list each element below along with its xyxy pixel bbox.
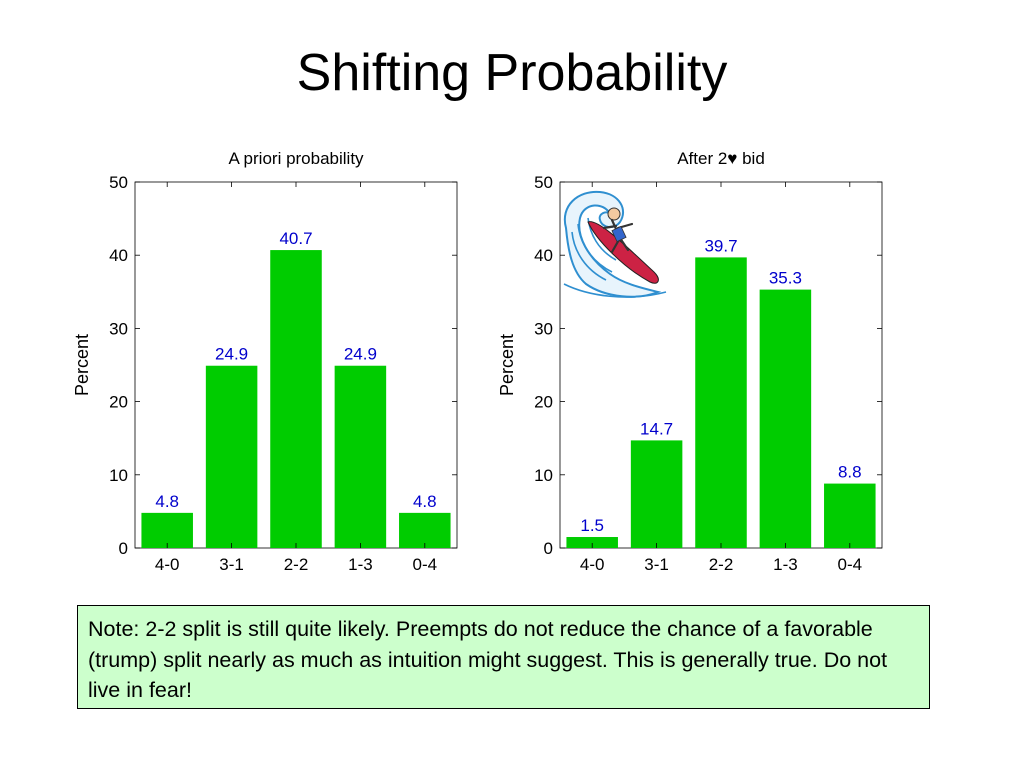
chart1-ytick-label: 0 — [119, 539, 128, 558]
chart1-data-label: 4.8 — [155, 492, 179, 511]
wave-base — [563, 283, 667, 298]
slide-title: Shifting Probability — [296, 44, 728, 102]
chart2-ytick-label: 10 — [534, 466, 553, 485]
chart2-ytick-label: 50 — [534, 173, 553, 192]
charts-canvas: A priori probability Percent 0 10 20 30 40 50 4-… — [72, 149, 883, 574]
chart1-xtick-label: 2-2 — [284, 555, 309, 574]
chart1-data-label: 24.9 — [344, 345, 377, 364]
chart2-xtick-label: 0-4 — [838, 555, 863, 574]
chart2-data-label: 1.5 — [580, 516, 604, 535]
chart2-data-label: 39.7 — [704, 236, 737, 255]
wave-curl — [563, 190, 662, 298]
chart2-bar — [824, 483, 876, 548]
chart2-data-label: 35.3 — [769, 269, 802, 288]
chart1-xtick-label: 4-0 — [155, 555, 180, 574]
chart2-bar — [630, 440, 683, 548]
chart2-ytick-label: 0 — [544, 539, 553, 558]
chart2-xtick-label: 4-0 — [580, 555, 605, 574]
chart2-xtick-label: 2-2 — [709, 555, 734, 574]
chart1-data-label: 4.8 — [413, 492, 437, 511]
surfer-shirt — [611, 225, 627, 243]
chart1-ytick-label: 10 — [109, 466, 128, 485]
chart2-title: After 2♥ bid — [677, 149, 765, 168]
chart1-xtick-label: 0-4 — [413, 555, 438, 574]
chart1-bar — [141, 512, 193, 548]
chart2-bar — [566, 537, 618, 548]
surfboard — [587, 221, 659, 284]
chart1-bar — [205, 365, 258, 548]
chart1-ylabel: Percent — [72, 334, 92, 396]
chart1-ytick-label: 30 — [109, 319, 128, 338]
chart2-ytick-label: 30 — [534, 319, 553, 338]
chart1-data-label: 24.9 — [215, 345, 248, 364]
chart1-ytick-label: 50 — [109, 173, 128, 192]
chart1-title: A priori probability — [228, 149, 364, 168]
chart1-bar — [334, 365, 387, 548]
chart2-xtick-label: 1-3 — [773, 555, 798, 574]
surfer-head — [607, 207, 621, 221]
chart1-xtick-label: 3-1 — [219, 555, 244, 574]
surfer-on-wave-icon — [563, 190, 667, 298]
chart2-ytick-label: 20 — [534, 393, 553, 412]
chart2-bar — [695, 257, 747, 548]
chart1-bar — [270, 250, 322, 549]
chart2-bar — [759, 289, 812, 548]
chart1-ytick-label: 20 — [109, 393, 128, 412]
chart1-ytick-label: 40 — [109, 246, 128, 265]
chart2-xtick-label: 3-1 — [644, 555, 669, 574]
note-box: Note: 2-2 split is still quite likely. P… — [77, 605, 930, 709]
chart2-data-label: 14.7 — [640, 419, 673, 438]
chart2-ylabel: Percent — [497, 334, 517, 396]
chart1-data-label: 40.7 — [279, 229, 312, 248]
chart2-ytick-label: 40 — [534, 246, 553, 265]
chart1-bar — [399, 512, 451, 548]
chart1-xtick-label: 1-3 — [348, 555, 373, 574]
chart2-data-label: 8.8 — [838, 463, 862, 482]
